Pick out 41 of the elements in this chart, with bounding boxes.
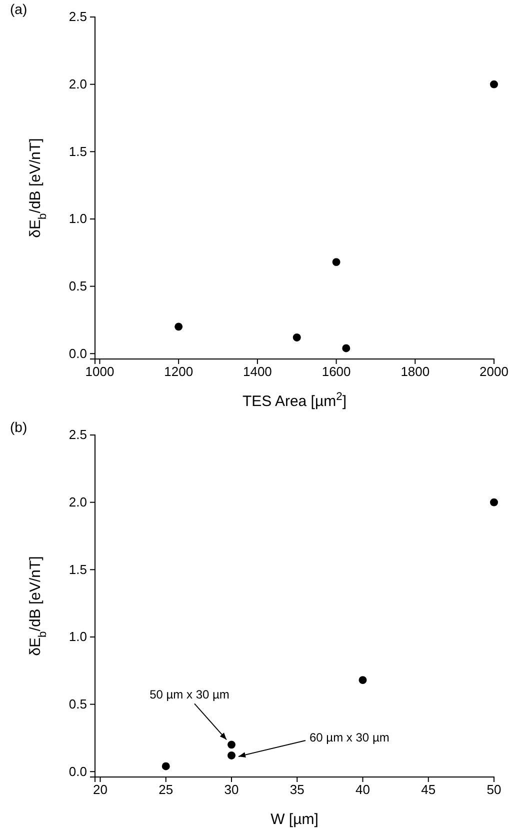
x-tick-label: 35 — [290, 782, 304, 798]
y-tick-label: 1.5 — [68, 562, 87, 577]
chart-title: (b) — [10, 419, 28, 435]
y-tick-label: 2.5 — [68, 427, 87, 442]
y-tick-label: 0.0 — [68, 346, 87, 361]
x-tick-label: 1200 — [164, 364, 194, 380]
y-tick-label: 2.5 — [68, 9, 87, 24]
y-tick-label: 1.0 — [68, 629, 87, 644]
x-axis-title: W [µm] — [270, 811, 318, 828]
y-tick-label: 1.0 — [68, 211, 87, 226]
y-tick-label: 0.0 — [68, 764, 87, 779]
x-tick-label: 25 — [158, 782, 174, 798]
annotation: 60 µm x 30 µm — [310, 730, 390, 744]
x-tick-label: 1400 — [242, 364, 272, 380]
x-tick-label: 45 — [421, 782, 436, 798]
y-tick-label: 0.5 — [68, 696, 87, 712]
point — [174, 322, 183, 331]
x-tick-label: 30 — [224, 782, 239, 798]
x-tick-label: 1800 — [400, 364, 430, 380]
y-tick-label: 1.5 — [68, 144, 87, 159]
point — [358, 676, 367, 684]
point — [228, 751, 236, 760]
y-tick-label: 2.0 — [68, 76, 87, 92]
point — [332, 258, 340, 266]
x-tick-label: 50 — [486, 782, 502, 798]
point — [490, 80, 498, 88]
point — [292, 333, 301, 342]
annotation: 50 µm x 30 µm — [150, 688, 230, 702]
y-tick-label: 0.5 — [68, 278, 87, 294]
point — [162, 762, 170, 770]
x-tick-label: 40 — [356, 782, 370, 798]
point — [228, 740, 236, 749]
chart-title: (a) — [10, 1, 28, 17]
x-tick-label: 1000 — [85, 364, 114, 380]
x-tick-label: 20 — [93, 782, 108, 798]
x-tick-label: 2000 — [480, 364, 508, 380]
point — [490, 498, 498, 506]
y-tick-label: 2.0 — [68, 494, 87, 510]
point — [342, 344, 350, 352]
x-axis-title: TES Area [µm$^{2}$] — [242, 391, 347, 410]
x-tick-label: 1600 — [322, 364, 351, 380]
